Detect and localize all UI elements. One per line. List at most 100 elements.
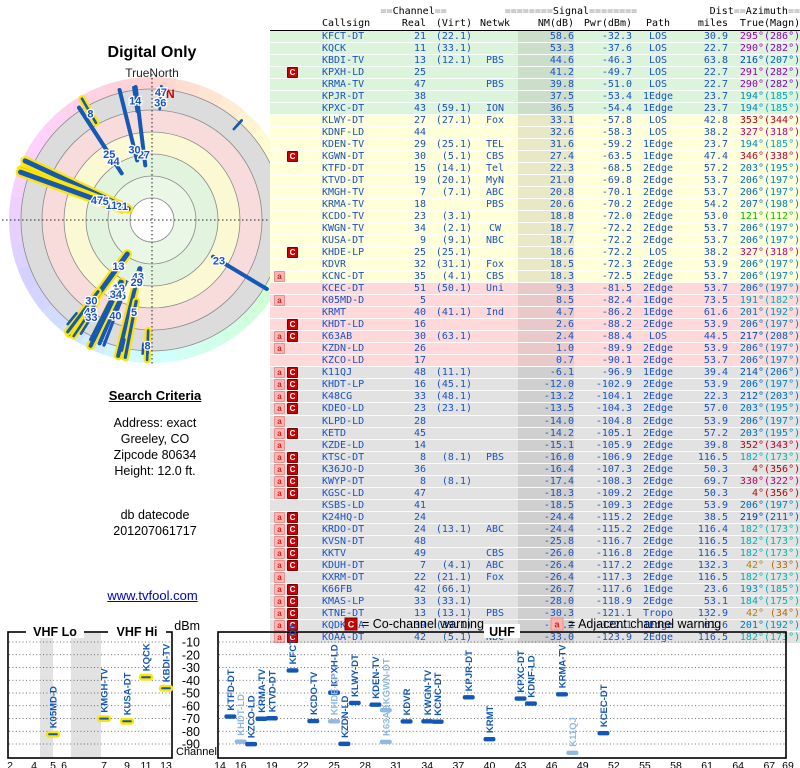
azimuth-true-cell: 330° — [739, 475, 764, 487]
real-channel-cell: 23 — [413, 211, 426, 223]
distance-cell: 132.3 — [697, 559, 728, 571]
search-criteria: Search Criteria Address: exact Greeley, … — [55, 388, 255, 539]
azimuth-magn-cell: (197°) — [764, 379, 800, 391]
power-dbm-cell: -122.1 — [595, 619, 632, 631]
nm-db-cell: -26.4 — [518, 559, 574, 571]
nm-db-cell: -17.4 — [518, 475, 574, 487]
real-channel-cell: 29 — [413, 139, 426, 151]
co-channel-warning-badge: C — [287, 535, 298, 547]
power-dbm-cell: -49.7 — [601, 67, 632, 79]
virtual-channel-cell — [426, 548, 472, 559]
power-dbm-cell: -82.4 — [601, 295, 632, 307]
distance-cell: 23.6 — [703, 583, 728, 595]
real-channel-cell: 48 — [413, 367, 426, 379]
distance-cell: 53.9 — [703, 259, 728, 271]
network-cell: Tel — [485, 163, 505, 175]
signal-bar — [265, 716, 278, 721]
db-datecode-label: db datecode — [120, 508, 190, 522]
azimuth-magn-cell: (197°) — [764, 259, 800, 271]
virtual-channel-cell: (22.1) — [435, 31, 472, 42]
distance-cell: 23.7 — [703, 139, 728, 151]
co-channel-warning-badge: C — [287, 367, 298, 379]
real-channel-cell: 27 — [413, 115, 426, 127]
distance-cell: 53.7 — [703, 175, 728, 187]
callsign-cell: KMGH-TV — [322, 187, 365, 199]
real-channel-cell: 49 — [413, 547, 426, 559]
radar-channel-label: 8 — [145, 340, 151, 352]
signal-bar — [96, 715, 112, 723]
signal-bar-callsign-label: KDVR — [402, 688, 413, 715]
path-cell: 2Edge — [642, 487, 674, 499]
callsign-cell: KETD — [322, 427, 347, 439]
distance-cell: 42.8 — [703, 115, 728, 127]
table-row: C KHDT-LD 16 2.6 -88.2 2Edge 53.9 206° (… — [270, 319, 800, 332]
real-channel-cell: 22 — [413, 571, 426, 583]
callsign-cell: KKTV — [322, 547, 347, 559]
virtual-channel-cell: (4.1) — [441, 271, 472, 283]
co-channel-warning-badge: C — [287, 451, 298, 463]
signal-bar — [462, 695, 475, 700]
radar-spoke — [98, 318, 111, 345]
tvfool-link[interactable]: www.tvfool.com — [107, 588, 198, 603]
table-row: KFCT-DT 21 (22.1) 58.6 -32.3 LOS 30.9 29… — [270, 31, 800, 44]
azimuth-true-cell: 4° — [751, 487, 764, 499]
table-row: a KZDN-LD 26 1.0 -89.9 2Edge 53.9 206° (… — [270, 343, 800, 356]
real-channel-cell: 36 — [413, 463, 426, 475]
nm-db-cell: 18.3 — [518, 271, 574, 283]
real-channel-cell: 40 — [413, 307, 426, 319]
signal-bar-callsign-label: KBDI-TV — [162, 643, 173, 682]
virtual-channel-cell: (63.1) — [435, 331, 472, 343]
virtual-channel-cell — [426, 428, 472, 439]
virtual-channel-cell: (3.1) — [441, 211, 472, 223]
azimuth-magn-cell: (173°) — [764, 631, 800, 643]
azimuth-magn-cell: (195°) — [764, 403, 800, 415]
azimuth-magn-cell: (173°) — [764, 523, 800, 535]
distance-cell: 69.7 — [703, 475, 728, 487]
distance-cell: 38.5 — [703, 511, 728, 523]
network-cell: CW — [488, 223, 502, 235]
real-channel-cell: 35 — [413, 271, 426, 283]
network-cell — [472, 536, 518, 547]
adjacent-warning-badge: a — [274, 475, 285, 487]
virtual-channel-cell: (23.1) — [435, 403, 472, 415]
callsign-cell: K66FB — [322, 583, 353, 595]
azimuth-magn-cell: (282°) — [764, 67, 800, 79]
nm-db-cell: 8.5 — [518, 295, 574, 307]
uhf-channel-tick: 58 — [670, 760, 682, 768]
path-cell: 1Edge — [642, 91, 674, 103]
path-cell: 2Edge — [642, 175, 674, 187]
power-dbm-cell: -90.1 — [601, 355, 632, 367]
path-cell: 2Edge — [642, 199, 674, 211]
power-dbm-cell: -63.5 — [601, 151, 632, 163]
table-row: KDNF-LD 44 32.6 -58.3 LOS 38.2 327° (318… — [270, 127, 800, 140]
adjacent-warning-badge: a — [274, 451, 285, 463]
virtual-channel-cell: (5.1) — [441, 151, 472, 163]
power-dbm-cell: -72.2 — [601, 247, 632, 259]
power-dbm-cell: -96.9 — [601, 367, 632, 379]
nm-db-cell: -30.3 — [518, 607, 574, 619]
radar-channel-label: 44 — [107, 156, 120, 168]
virtual-channel-cell — [426, 464, 472, 475]
azimuth-true-cell: 42° — [745, 607, 764, 619]
azimuth-magn-cell: (173°) — [764, 535, 800, 547]
path-cell: 2Edge — [642, 451, 674, 463]
north-label: N — [166, 87, 175, 101]
power-dbm-cell: -70.1 — [601, 187, 632, 199]
radar-plot: N211113254738432744293015197182334255403… — [2, 74, 308, 366]
distance-cell: 116.5 — [697, 571, 728, 583]
path-cell: 2Edge — [642, 547, 674, 559]
callsign-cell: KRDO-DT — [322, 523, 365, 535]
azimuth-magn-cell: (173°) — [764, 571, 800, 583]
adjacent-warning-badge: a — [274, 559, 285, 571]
real-channel-cell: 23 — [413, 403, 426, 415]
azimuth-true-cell: 121° — [739, 211, 764, 223]
adjacent-warning-badge: a — [274, 427, 285, 439]
path-cell: LOS — [648, 247, 668, 259]
power-dbm-cell: -69.8 — [601, 175, 632, 187]
virtual-channel-cell: (7.1) — [441, 187, 472, 199]
azimuth-true-cell: 352° — [739, 439, 764, 451]
signal-bar-callsign-label: KRMA-TV — [257, 668, 268, 712]
